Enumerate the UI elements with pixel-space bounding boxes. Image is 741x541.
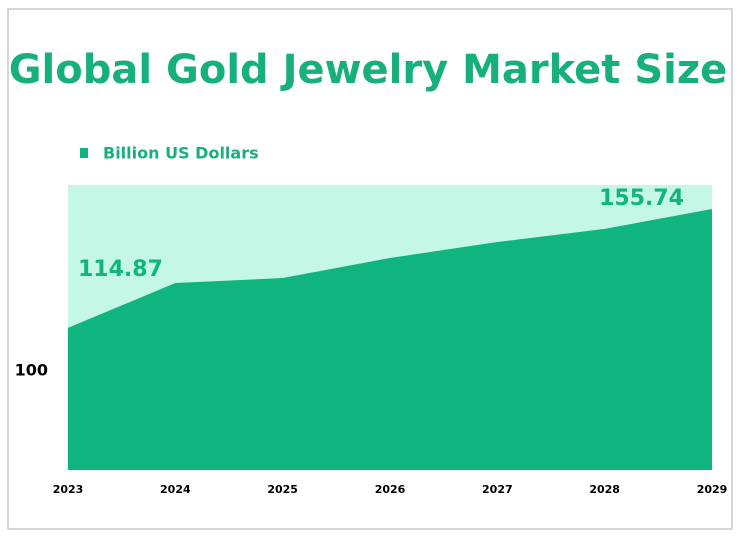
x-tick-label: 2027 — [482, 483, 513, 496]
x-tick-label: 2024 — [160, 483, 191, 496]
x-tick-label: 2026 — [375, 483, 406, 496]
legend-marker — [80, 148, 88, 158]
x-tick-label: 2023 — [53, 483, 84, 496]
data-label: 114.87 — [78, 257, 163, 282]
x-tick-label: 2028 — [589, 483, 620, 496]
chart-title: Global Gold Jewelry Market Size — [9, 47, 728, 93]
x-tick-label: 2029 — [697, 483, 728, 496]
data-label: 155.74 — [599, 186, 684, 211]
legend-label: Billion US Dollars — [103, 144, 259, 163]
area — [68, 209, 712, 470]
x-tick-label: 2025 — [267, 483, 298, 496]
y-tick-label: 100 — [15, 361, 48, 380]
